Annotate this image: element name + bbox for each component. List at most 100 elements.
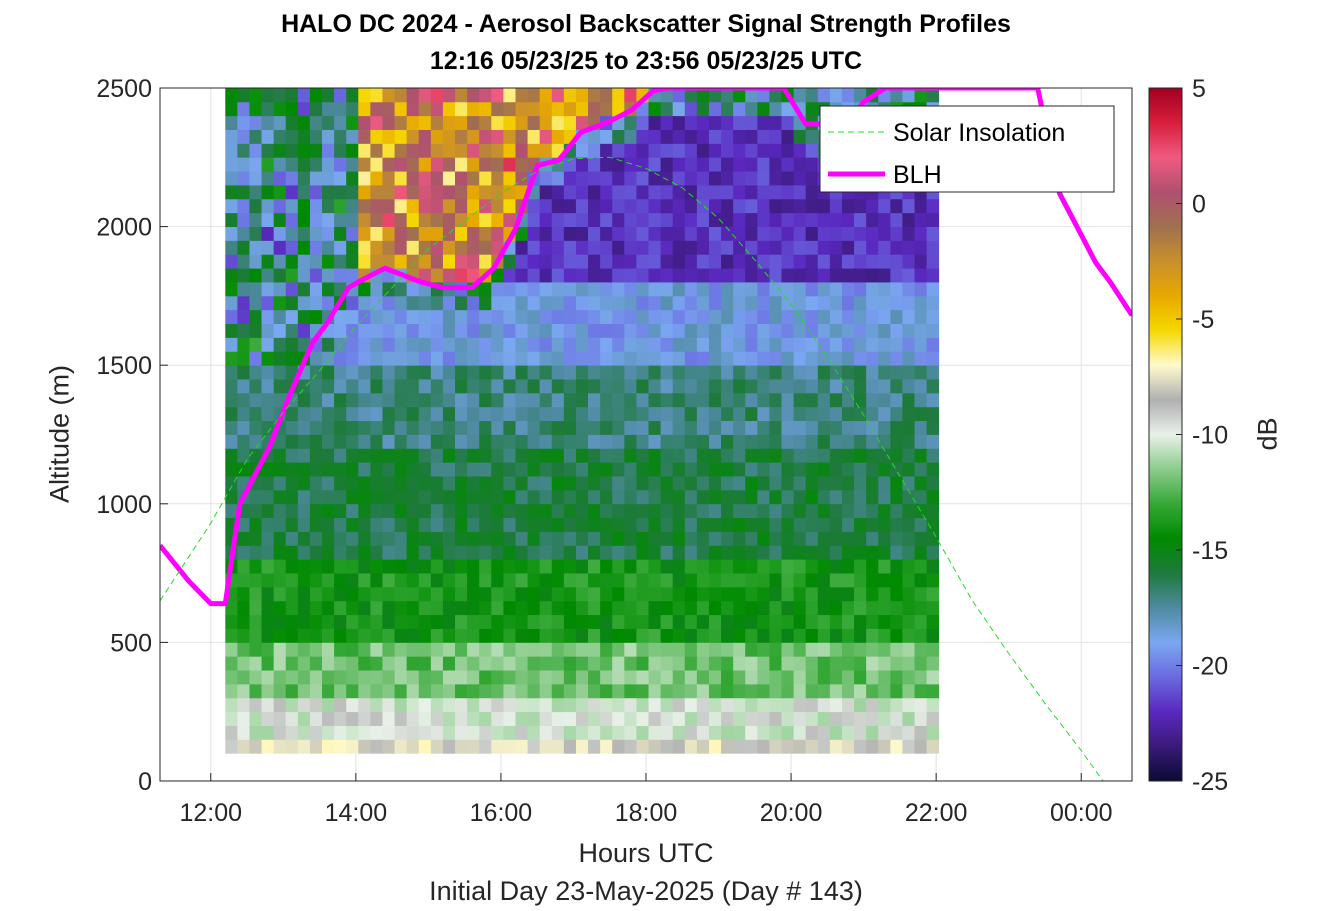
heatmap-cell	[902, 379, 915, 394]
heatmap-cell	[733, 171, 746, 186]
heatmap-cell	[503, 559, 516, 574]
heatmap-cell	[491, 323, 504, 338]
heatmap-cell	[781, 545, 794, 560]
heatmap-cell	[781, 226, 794, 241]
heatmap-cell	[793, 725, 807, 740]
heatmap-cell	[684, 129, 698, 144]
heatmap-cell	[249, 226, 262, 241]
heatmap-cell	[708, 171, 722, 186]
heatmap-cell	[467, 586, 480, 602]
heatmap-cell	[696, 226, 710, 241]
heatmap-cell	[829, 642, 843, 657]
heatmap-cell	[684, 711, 698, 726]
heatmap-cell	[600, 240, 613, 255]
heatmap-cell	[491, 185, 504, 200]
heatmap-cell	[455, 600, 468, 616]
heatmap-cell	[539, 725, 553, 740]
heatmap-cell	[588, 559, 601, 574]
heatmap-cell	[394, 392, 408, 408]
heatmap-cell	[406, 642, 420, 657]
heatmap-cell	[817, 448, 831, 463]
heatmap-cell	[297, 711, 311, 726]
heatmap-cell	[358, 462, 371, 477]
heatmap-cell	[249, 198, 262, 214]
heatmap-cell	[684, 212, 698, 227]
heatmap-cell	[309, 198, 323, 214]
heatmap-cell	[890, 379, 903, 394]
heatmap-cell	[358, 392, 371, 408]
heatmap-cell	[708, 642, 722, 657]
heatmap-cell	[370, 129, 383, 144]
heatmap-cell	[745, 129, 758, 144]
heatmap-cell	[563, 254, 577, 269]
heatmap-cell	[285, 434, 299, 449]
heatmap-cell	[721, 309, 734, 325]
heatmap-cell	[817, 309, 831, 325]
heatmap-cell	[285, 448, 299, 463]
heatmap-cell	[757, 115, 770, 130]
heatmap-cell	[721, 559, 734, 574]
heatmap-cell	[624, 212, 637, 227]
heatmap-cell	[479, 351, 492, 366]
heatmap-cell	[890, 212, 903, 227]
heatmap-cell	[684, 573, 698, 588]
heatmap-cell	[563, 586, 577, 602]
heatmap-cell	[866, 628, 879, 643]
heatmap-cell	[249, 101, 262, 117]
heatmap-cell	[854, 545, 867, 560]
heatmap-cell	[491, 670, 504, 685]
heatmap-cell	[394, 295, 408, 311]
heatmap-cell	[890, 282, 903, 297]
heatmap-cell	[442, 545, 456, 560]
heatmap-cell	[588, 420, 601, 435]
heatmap-cell	[696, 101, 710, 117]
heatmap-cell	[358, 323, 371, 338]
heatmap-cell	[696, 254, 710, 269]
heatmap-cell	[237, 282, 250, 297]
heatmap-cell	[817, 489, 831, 505]
heatmap-cell	[430, 212, 444, 227]
heatmap-cell	[829, 406, 843, 422]
heatmap-cell	[551, 476, 565, 491]
heatmap-cell	[721, 323, 734, 338]
heatmap-cell	[769, 337, 782, 352]
colorbar-label: dB	[1252, 417, 1283, 451]
heatmap-cell	[890, 503, 903, 519]
heatmap-cell	[672, 725, 686, 740]
heatmap-cell	[793, 392, 807, 408]
heatmap-cell	[696, 559, 710, 574]
heatmap-cell	[551, 614, 565, 629]
heatmap-cell	[672, 240, 686, 255]
heatmap-cell	[370, 365, 383, 380]
heatmap-cell	[600, 365, 613, 380]
heatmap-cell	[515, 642, 528, 657]
heatmap-cell	[733, 503, 746, 519]
heatmap-cell	[648, 392, 661, 408]
heatmap-cell	[781, 725, 794, 740]
heatmap-cell	[394, 642, 408, 657]
heatmap-cell	[394, 365, 408, 380]
heatmap-cell	[527, 198, 541, 214]
heatmap-cell	[902, 212, 915, 227]
heatmap-cell	[793, 171, 807, 186]
heatmap-cell	[418, 268, 432, 283]
heatmap-cell	[237, 739, 250, 754]
heatmap-cell	[636, 406, 649, 422]
heatmap-cell	[503, 171, 516, 186]
heatmap-cell	[273, 683, 287, 699]
heatmap-cell	[539, 586, 553, 602]
heatmap-cell	[817, 406, 831, 422]
heatmap-cell	[878, 614, 891, 629]
heatmap-cell	[346, 101, 359, 117]
heatmap-cell	[805, 268, 819, 283]
heatmap-cell	[551, 198, 565, 214]
heatmap-cell	[539, 365, 553, 380]
heatmap-cell	[273, 282, 287, 297]
heatmap-cell	[805, 586, 819, 602]
heatmap-cell	[237, 406, 250, 422]
heatmap-cell	[854, 683, 867, 699]
heatmap-cell	[841, 240, 855, 255]
heatmap-cell	[418, 697, 432, 713]
heatmap-cell	[249, 559, 262, 574]
heatmap-cell	[467, 309, 480, 325]
